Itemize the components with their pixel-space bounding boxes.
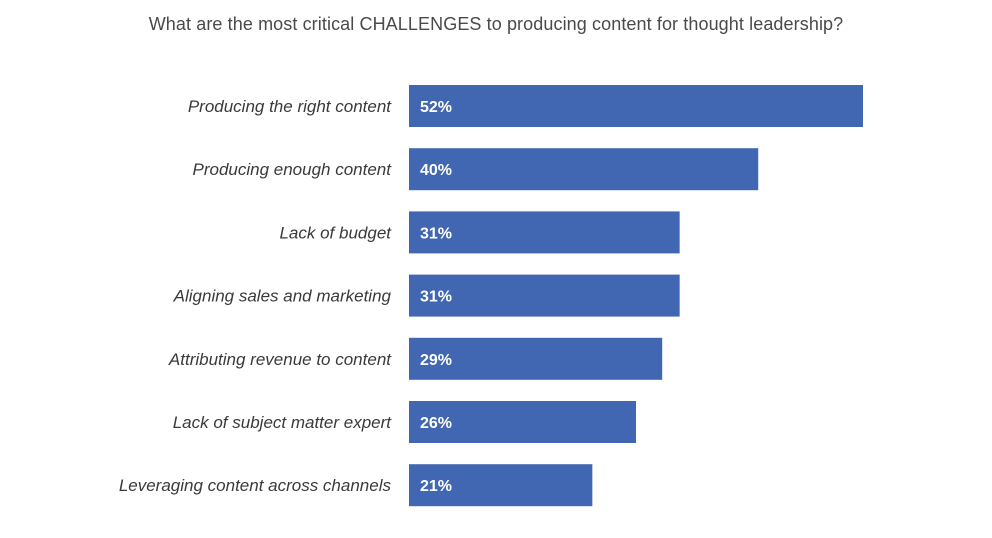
category-label: Leveraging content across channels bbox=[119, 476, 392, 495]
value-label: 21% bbox=[420, 478, 452, 495]
category-label: Lack of subject matter expert bbox=[173, 413, 393, 432]
bar bbox=[409, 148, 759, 191]
category-label: Aligning sales and marketing bbox=[173, 287, 392, 306]
category-label: Attributing revenue to content bbox=[168, 350, 392, 369]
category-label: Lack of budget bbox=[279, 223, 392, 242]
value-label: 40% bbox=[420, 162, 452, 179]
value-label: 52% bbox=[420, 99, 452, 116]
value-label: 31% bbox=[420, 289, 452, 306]
value-label: 31% bbox=[420, 225, 452, 242]
bar bbox=[409, 337, 663, 380]
value-label: 26% bbox=[420, 415, 452, 432]
value-label: 29% bbox=[420, 352, 452, 369]
bar bbox=[409, 85, 863, 127]
bars-layer: Producing the right content 52% Producing … bbox=[119, 85, 863, 507]
bar bbox=[409, 211, 680, 254]
bar bbox=[409, 464, 593, 507]
category-label: Producing the right content bbox=[188, 97, 392, 116]
chart-title: What are the most critical CHALLENGES to… bbox=[148, 14, 844, 34]
category-label: Producing enough content bbox=[193, 160, 393, 179]
bar bbox=[409, 274, 680, 317]
bar bbox=[409, 401, 636, 443]
